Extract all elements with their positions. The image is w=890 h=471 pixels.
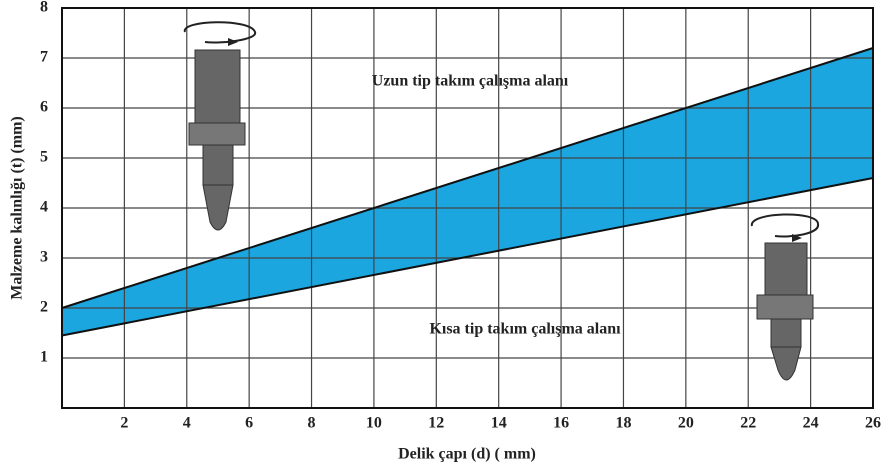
short-drill-icon — [751, 213, 819, 381]
y-tick-label: 8 — [40, 0, 48, 16]
band-area — [62, 48, 873, 336]
band-edge — [61, 47, 874, 309]
y-tick-label: 2 — [40, 299, 48, 316]
x-tick-label: 14 — [491, 415, 507, 432]
annotation: Uzun tip takım çalışma alanı — [372, 73, 569, 90]
y-axis-label: Malzeme kalınlığı (t) (mm) — [9, 116, 26, 300]
x-tick-label: 10 — [366, 415, 382, 432]
long-drill-icon — [184, 21, 256, 231]
x-tick-label: 26 — [865, 415, 881, 432]
y-tick-label: 1 — [40, 349, 48, 366]
x-tick-label: 16 — [553, 415, 569, 432]
annotation: Kısa tip takım çalışma alanı — [429, 321, 621, 338]
x-tick-label: 24 — [803, 415, 819, 432]
line-layer — [61, 47, 874, 337]
x-tick-label: 20 — [678, 415, 694, 432]
x-tick-label: 6 — [245, 415, 253, 432]
y-tick-label: 4 — [40, 199, 48, 216]
band-layer — [62, 48, 873, 336]
x-tick-label: 22 — [740, 415, 756, 432]
y-tick-label: 5 — [40, 149, 48, 166]
x-axis-label: Delik çapı (d) ( mm) — [398, 446, 536, 463]
grid-layer — [62, 7, 874, 408]
y-tick-label: 3 — [40, 249, 48, 266]
y-tick-label: 7 — [40, 49, 48, 66]
band-edge — [61, 177, 874, 337]
y-tick-label: 6 — [40, 99, 48, 116]
x-tick-label: 8 — [308, 415, 316, 432]
x-tick-label: 4 — [183, 415, 191, 432]
x-tick-label: 12 — [428, 415, 444, 432]
x-tick-label: 18 — [615, 415, 631, 432]
x-tick-label: 2 — [120, 415, 128, 432]
plot-frame — [61, 7, 874, 409]
